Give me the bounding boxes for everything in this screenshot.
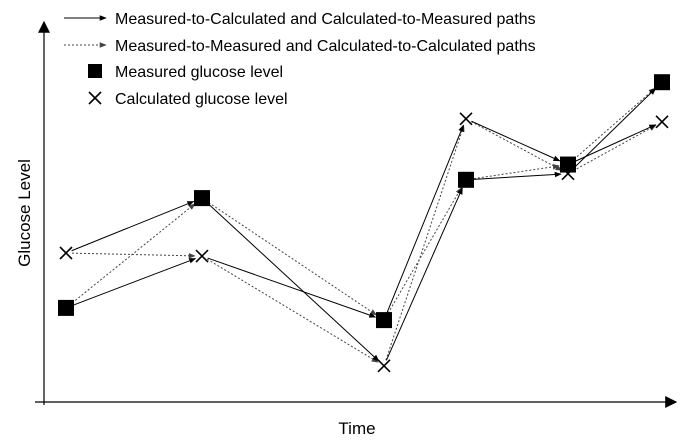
markers-layer — [58, 74, 670, 373]
legend-calculated-marker — [88, 91, 102, 105]
solid-path-M4-C5 — [473, 171, 562, 180]
dotted-path-C5-C6 — [573, 124, 657, 172]
dotted-path-C2-C3 — [206, 258, 379, 363]
legend: Measured-to-Calculated and Calculated-to… — [64, 11, 536, 108]
measured-marker-1 — [58, 299, 74, 316]
paths-layer — [71, 87, 657, 363]
legend-measured-marker — [88, 64, 102, 78]
dotted-path-M2-M3 — [208, 202, 378, 316]
dotted-path-M3-M4 — [387, 186, 462, 314]
legend-measured-label: Measured glucose level — [115, 64, 283, 81]
calculated-marker-6 — [655, 115, 669, 129]
dotted-path-C1-C2 — [71, 252, 196, 259]
dotted-path-C3-C4 — [385, 124, 465, 361]
solid-path-C3-M4 — [385, 187, 463, 361]
solid-path-M3-C4 — [386, 124, 464, 313]
measured-marker-4 — [458, 171, 474, 188]
legend-calculated-label: Calculated glucose level — [115, 91, 288, 108]
solid-path-M5-C6 — [575, 124, 657, 162]
dotted-path-M1-M2 — [71, 203, 196, 304]
measured-marker-6 — [654, 74, 670, 91]
measured-marker-3 — [376, 312, 392, 329]
solid-path-C5-M6 — [571, 87, 657, 170]
solid-path-C1-M2 — [71, 201, 195, 252]
solid-path-M1-C2 — [73, 258, 197, 306]
calculated-marker-4 — [459, 112, 473, 126]
calculated-marker-2 — [195, 249, 209, 263]
legend-solid-label: Measured-to-Calculated and Calculated-to… — [115, 11, 536, 28]
solid-path-C2-M3 — [207, 257, 377, 318]
calculated-marker-5 — [561, 167, 575, 181]
dotted-path-C4-C5 — [471, 121, 563, 171]
legend-dotted-label: Measured-to-Measured and Calculated-to-C… — [115, 38, 536, 55]
calculated-marker-3 — [377, 359, 391, 373]
calculated-marker-1 — [59, 246, 73, 260]
y-axis-label: Glucose Level — [15, 159, 34, 267]
solid-path-C4-M5 — [471, 120, 561, 162]
x-axis-label: Time — [338, 419, 375, 438]
solid-path-M2-C3 — [207, 203, 380, 362]
measured-marker-5 — [560, 156, 576, 173]
measured-marker-2 — [194, 190, 210, 207]
dotted-path-M5-M6 — [573, 87, 656, 160]
